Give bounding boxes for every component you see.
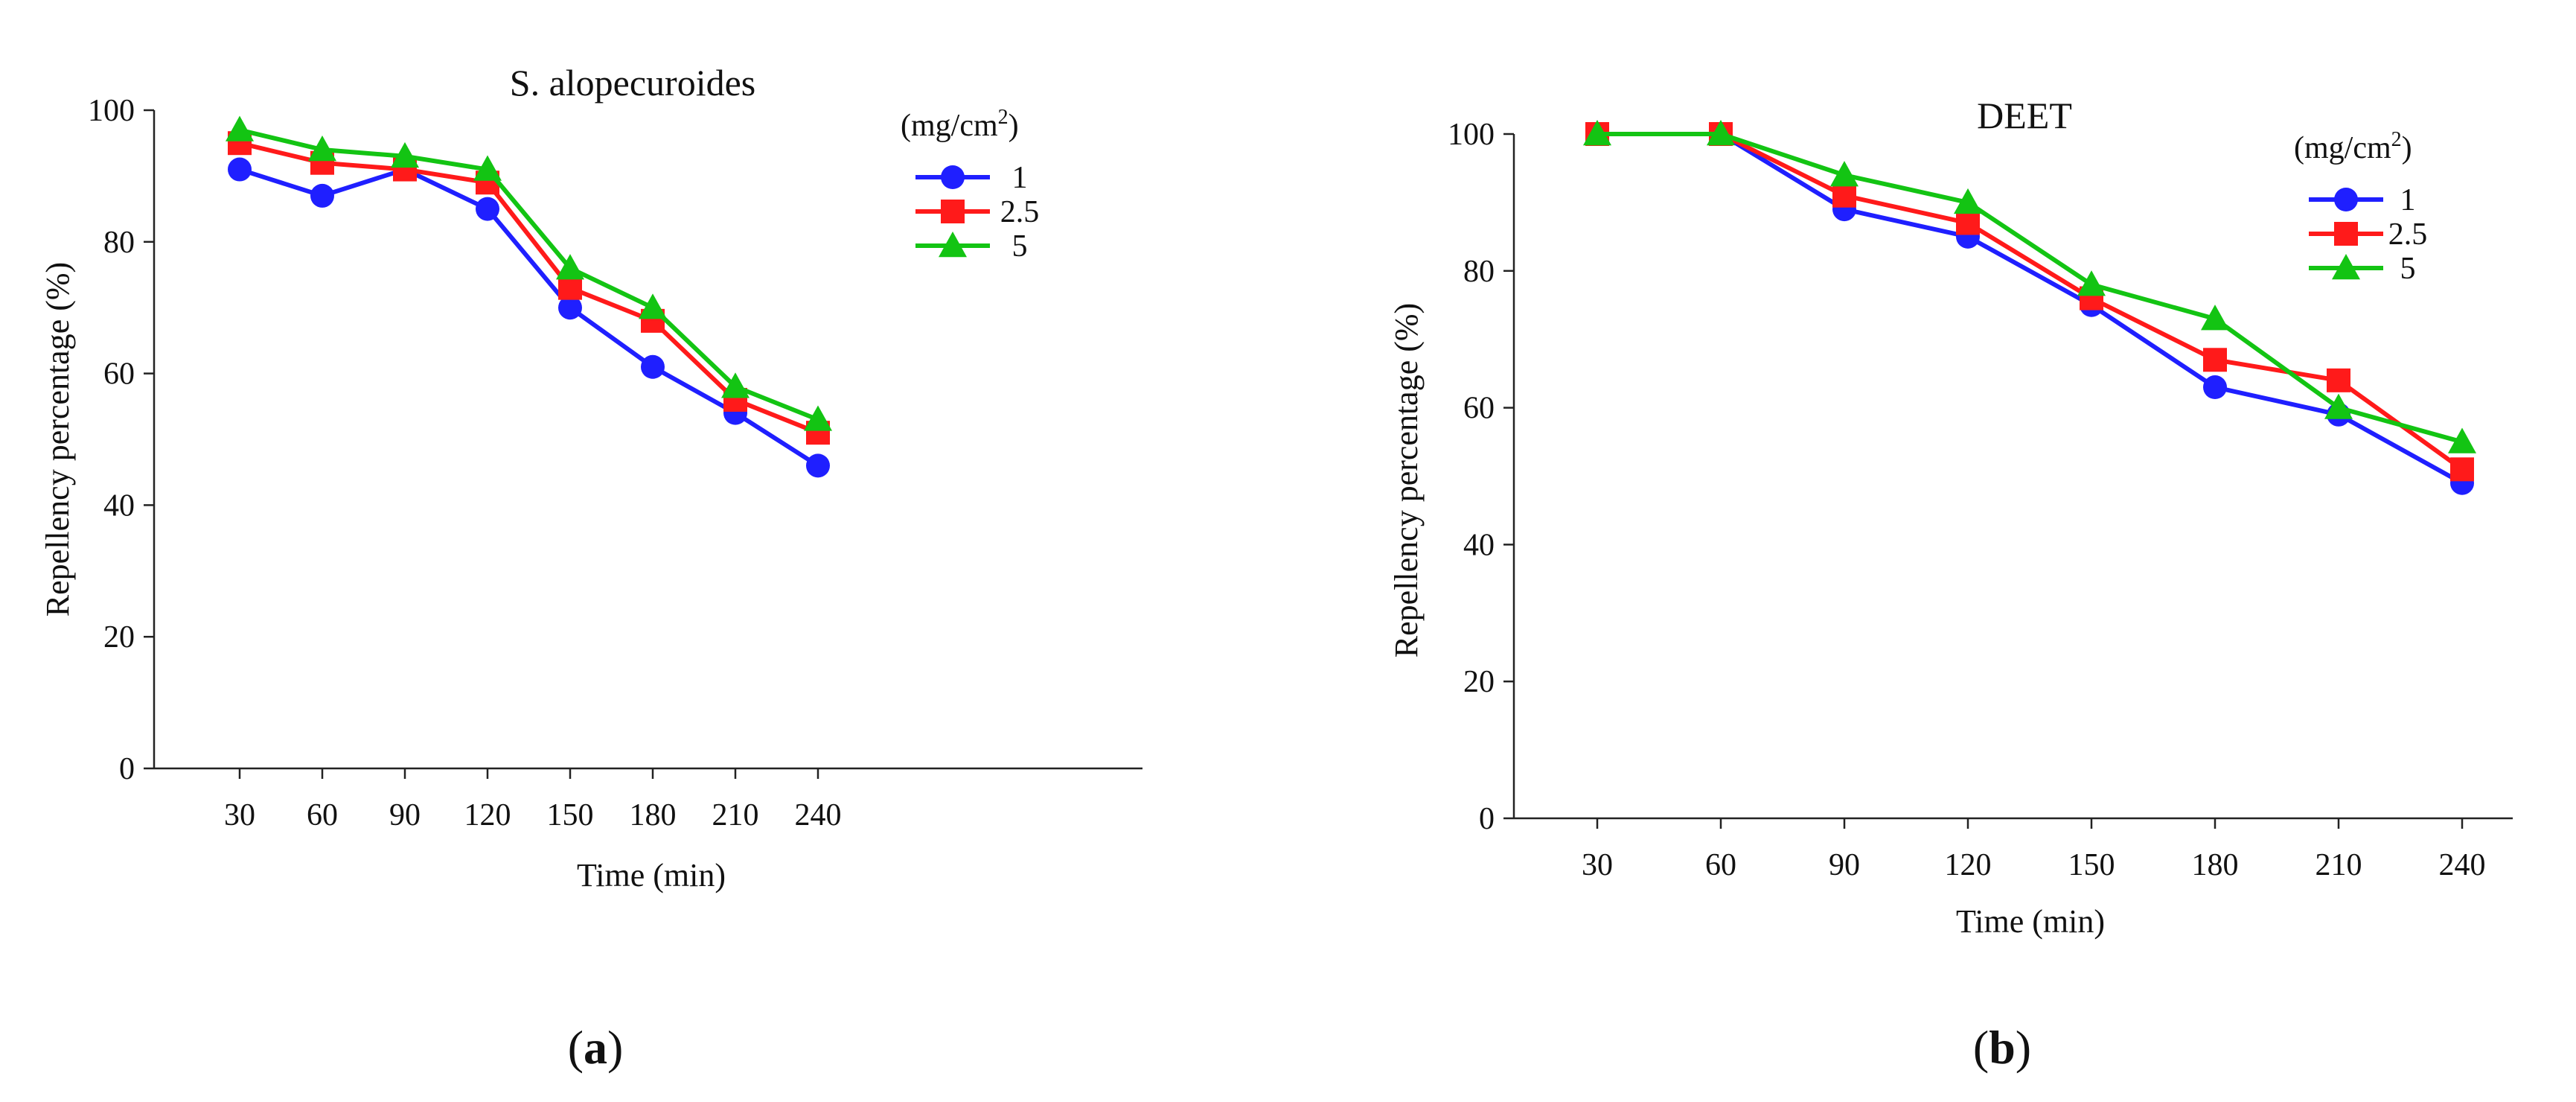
y-tick-label: 40 [103, 488, 135, 523]
x-tick-label: 150 [547, 798, 594, 832]
legend-title: (mg/cm2) [901, 106, 1019, 143]
y-tick-label: 20 [1463, 665, 1495, 699]
data-point-2.5 [2327, 368, 2350, 392]
y-axis-title: Repellency percentage (%) [1388, 303, 1425, 657]
y-tick-label: 60 [1463, 392, 1495, 426]
data-point-5 [391, 141, 419, 168]
panel-label: (b) [1973, 1021, 2031, 1074]
x-tick-label: 210 [712, 798, 759, 832]
data-point-5 [1583, 120, 1611, 146]
data-point-2.5 [2450, 457, 2474, 482]
x-tick-label: 180 [630, 798, 677, 832]
legend-label-5: 5 [2400, 252, 2416, 286]
series-line-5 [1597, 132, 2463, 445]
chart-s-alopecuroides: 0 20 40 60 80 100 30 60 90 120 150 180 210 240 Time (m… [39, 62, 1142, 1074]
data-point-2.5 [558, 276, 582, 300]
x-tick-label: 30 [224, 798, 255, 832]
data-point-5 [2077, 270, 2106, 296]
series-line-1 [1597, 132, 2464, 485]
legend-marker-2.5 [941, 200, 965, 223]
data-point-5 [1707, 120, 1735, 146]
x-tick-label: 60 [307, 798, 338, 832]
data-point-1 [310, 183, 334, 208]
x-tick-label: 180 [2192, 848, 2239, 882]
x-tick-label: 240 [795, 798, 842, 832]
x-tick-label: 120 [464, 798, 511, 832]
legend-label-5: 5 [1012, 229, 1028, 264]
data-point-5 [1954, 188, 1982, 214]
x-axis-title: Time (min) [1956, 903, 2105, 940]
data-point-5 [1830, 161, 1859, 187]
data-point-1 [2203, 375, 2227, 400]
data-point-5 [226, 115, 254, 141]
panel-label: (a) [568, 1021, 624, 1074]
y-tick-label: 80 [1463, 255, 1495, 289]
data-point-5 [639, 293, 667, 319]
y-axis-title: Repellency percentage (%) [39, 262, 76, 617]
series-line-1 [239, 167, 819, 468]
data-point-1 [558, 296, 582, 320]
data-point-1 [476, 197, 499, 221]
data-point-1 [806, 453, 830, 478]
data-point-5 [2201, 305, 2229, 331]
x-tick-label: 240 [2439, 848, 2486, 882]
data-point-5 [556, 254, 584, 280]
series-line-5 [239, 127, 819, 422]
data-point-5 [308, 136, 336, 162]
data-point-5 [473, 155, 502, 181]
x-tick-label: 60 [1705, 848, 1736, 882]
y-tick-label: 80 [103, 226, 135, 260]
legend-label-2.5: 2.5 [2388, 217, 2428, 252]
series-line-2.5 [239, 141, 819, 435]
data-point-2.5 [1832, 183, 1856, 208]
data-point-5 [804, 405, 832, 431]
y-tick-label: 20 [103, 620, 135, 654]
x-tick-label: 150 [2068, 848, 2115, 882]
chart-title: DEET [1977, 95, 2072, 136]
series-line-2.5 [1597, 132, 2464, 471]
data-point-2.5 [1956, 211, 1980, 235]
y-tick-label: 60 [103, 357, 135, 392]
legend-marker-2.5 [2334, 222, 2358, 246]
x-axis-title: Time (min) [577, 857, 726, 894]
data-point-5 [721, 372, 750, 398]
x-tick-label: 120 [1945, 848, 1992, 882]
y-tick-label: 0 [1479, 802, 1495, 836]
legend-marker-5 [939, 232, 967, 258]
chart-title: S. alopecuroides [510, 62, 755, 103]
legend-title: (mg/cm2) [2294, 128, 2412, 165]
legend-label-1: 1 [2400, 183, 2416, 217]
legend-marker-1 [2334, 188, 2358, 211]
y-tick-label: 100 [1448, 118, 1495, 152]
legend-label-2.5: 2.5 [1000, 195, 1040, 229]
y-tick-label: 100 [88, 94, 135, 128]
data-point-1 [228, 157, 252, 182]
x-tick-label: 90 [389, 798, 421, 832]
data-point-5 [2448, 427, 2476, 453]
legend-marker-1 [941, 165, 965, 189]
chart-deet: 0 20 40 60 80 100 30 60 90 120 150 180 210 240 Time (m… [1388, 95, 2513, 1074]
x-tick-label: 30 [1582, 848, 1613, 882]
data-point-5 [2324, 393, 2353, 419]
data-point-2.5 [2203, 348, 2227, 372]
x-tick-label: 210 [2315, 848, 2362, 882]
x-tick-label: 90 [1829, 848, 1860, 882]
y-tick-label: 40 [1463, 528, 1495, 562]
legend-label-1: 1 [1012, 161, 1028, 195]
data-point-1 [641, 354, 665, 379]
y-tick-label: 0 [119, 752, 135, 786]
legend-marker-5 [2332, 254, 2360, 280]
